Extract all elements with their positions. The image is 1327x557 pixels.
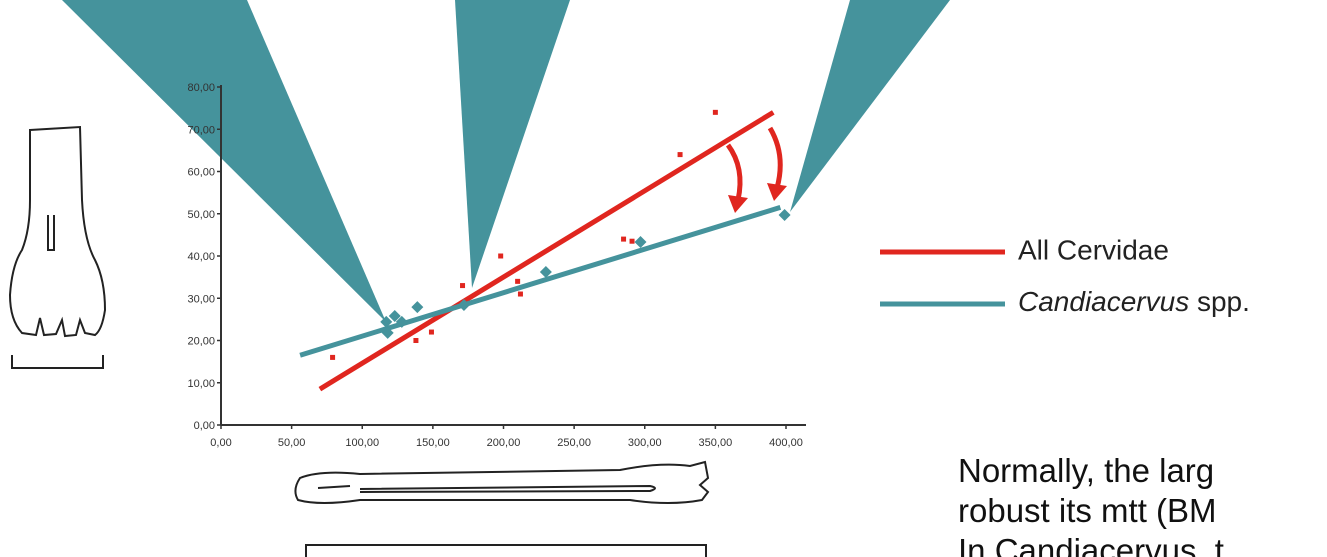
legend-label: All Cervidae [1018, 234, 1169, 265]
x-tick-label: 250,00 [557, 437, 591, 449]
data-point [713, 110, 718, 115]
y-tick-label: 50,00 [187, 209, 215, 221]
slide: 0,00 10,00 20,00 30,00 40,00 50,00 60,00 70,00 8… [0, 0, 1327, 557]
y-tick-label: 80,00 [187, 82, 215, 94]
y-tick-label: 70,00 [187, 124, 215, 136]
data-point [498, 254, 503, 259]
x-tick-label: 150,00 [416, 437, 450, 449]
y-tick-label: 20,00 [187, 336, 215, 348]
y-tick-label: 0,00 [194, 420, 215, 432]
page: {"chart_data": {"type": "scatter", "xlim… [0, 0, 1327, 557]
data-point [413, 338, 418, 343]
legend-label: Candiacervus spp. [1018, 286, 1250, 317]
x-tick-label: 50,00 [278, 437, 306, 449]
data-point [678, 152, 683, 157]
y-tick-label: 40,00 [187, 251, 215, 263]
trend-line [300, 207, 780, 355]
data-point [779, 209, 791, 221]
data-point [518, 292, 523, 297]
data-point [429, 330, 434, 335]
y-tick-label: 60,00 [187, 167, 215, 179]
body-text: Normally, the larg [958, 452, 1214, 489]
arrow-head [767, 183, 787, 201]
y-tick-label: 30,00 [187, 293, 215, 305]
y-tick-label: 10,00 [187, 378, 215, 390]
data-point [515, 279, 520, 284]
x-tick-label: 400,00 [769, 437, 803, 449]
x-tick-label: 300,00 [628, 437, 662, 449]
data-point [411, 301, 423, 313]
metatarsal-side-drawing [295, 462, 708, 557]
arrow-head [728, 195, 748, 213]
x-tick-label: 200,00 [487, 437, 521, 449]
body-text: robust its mtt (BM [958, 492, 1217, 529]
x-tick-label: 100,00 [345, 437, 379, 449]
highlight-wedge [62, 0, 386, 322]
trend-line [320, 112, 773, 389]
data-point [330, 355, 335, 360]
data-point [621, 237, 626, 242]
metatarsal-front-drawing [10, 127, 105, 368]
data-point [460, 283, 465, 288]
highlight-wedge [790, 0, 950, 212]
body-text: In Candiacervus, t [958, 532, 1224, 557]
x-tick-label: 350,00 [699, 437, 733, 449]
x-tick-label: 0,00 [210, 437, 231, 449]
data-point [630, 239, 635, 244]
data-point [635, 236, 647, 248]
